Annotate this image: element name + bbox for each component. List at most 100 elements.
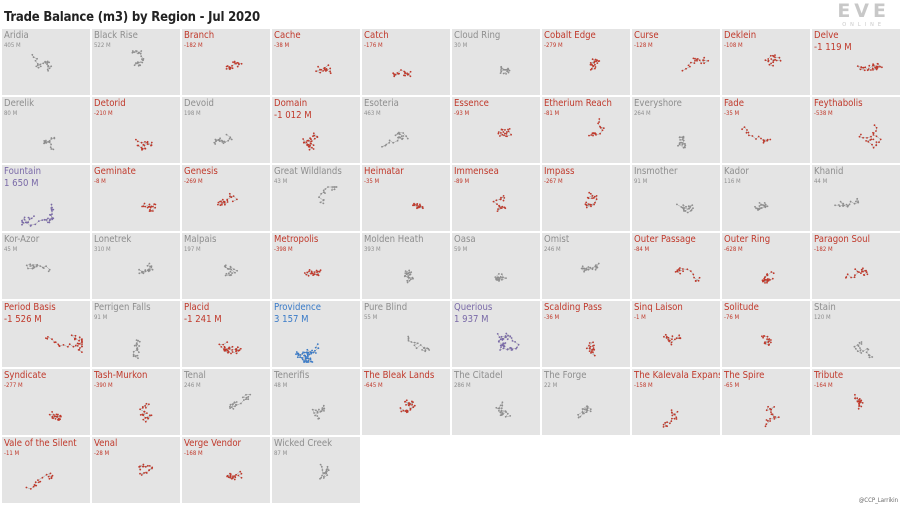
region-tile-tribute: Tribute -164 M	[812, 369, 900, 435]
region-value: -36 M	[544, 314, 560, 321]
region-value: -182 M	[814, 246, 833, 253]
region-tile-molden-heath: Molden Heath 393 M	[362, 233, 450, 299]
region-name: Lonetrek	[94, 234, 132, 245]
region-tile-impass: Impass -267 M	[542, 165, 630, 231]
region-map-glyph	[761, 335, 772, 346]
region-map-glyph	[854, 393, 864, 410]
region-value: -182 M	[184, 42, 203, 49]
region-value: -1 119 M	[814, 42, 852, 53]
region-name: Scalding Pass	[544, 302, 602, 313]
region-value: -164 M	[814, 382, 833, 389]
region-name: Tribute	[814, 370, 844, 381]
region-map-glyph	[663, 333, 682, 346]
region-name: Etherium Reach	[544, 98, 612, 109]
region-tile-omist: Omist 246 M	[542, 233, 630, 299]
region-name: Insmother	[634, 166, 678, 177]
region-tile-delve: Delve -1 119 M	[812, 29, 900, 95]
region-map-glyph	[381, 131, 409, 148]
region-value: -1 M	[634, 314, 646, 321]
region-value: 44 M	[814, 178, 828, 185]
region-tile-kador: Kador 116 M	[722, 165, 810, 231]
region-map-glyph	[295, 343, 320, 363]
credit-text: @CCP_Larrikin	[858, 497, 898, 504]
region-tile-the-citadel: The Citadel 286 M	[452, 369, 540, 435]
region-value: -267 M	[544, 178, 563, 185]
region-tile-detorid: Detorid -210 M	[92, 97, 180, 163]
region-tile-venal: Venal -28 M	[92, 437, 180, 503]
region-tile-essence: Essence -93 M	[452, 97, 540, 163]
region-value: -38 M	[274, 42, 290, 49]
region-map-glyph	[135, 138, 153, 151]
region-name: Genesis	[184, 166, 218, 177]
region-map-glyph	[138, 463, 154, 476]
region-map-glyph	[492, 195, 507, 212]
region-value: 116 M	[724, 178, 741, 185]
region-value: -35 M	[364, 178, 380, 185]
region-name: Paragon Soul	[814, 234, 870, 245]
region-map-glyph	[585, 341, 596, 357]
region-tile-devoid: Devoid 198 M	[182, 97, 270, 163]
region-name: Querious	[454, 302, 493, 313]
region-value: -11 M	[4, 450, 20, 457]
region-value: -645 M	[364, 382, 383, 389]
region-map-glyph	[577, 405, 592, 419]
region-map-glyph	[139, 402, 153, 423]
region-tile-oasa: Oasa 59 M	[452, 233, 540, 299]
region-name: Impass	[544, 166, 575, 177]
region-tile-the-kalevala-expanse: The Kalevala Expanse -158 M	[632, 369, 720, 435]
region-value: -108 M	[724, 42, 743, 49]
region-tile-black-rise: Black Rise 522 M	[92, 29, 180, 95]
region-value: 246 M	[544, 246, 561, 253]
region-map-glyph	[499, 65, 511, 75]
region-name: Verge Vendor	[184, 438, 242, 449]
region-map-glyph	[392, 69, 412, 78]
region-map-glyph	[399, 399, 416, 414]
region-map-glyph	[764, 54, 782, 67]
region-map-glyph	[761, 271, 775, 284]
region-map-glyph	[853, 341, 874, 359]
region-name: Immensea	[454, 166, 499, 177]
region-name: Stain	[814, 302, 836, 313]
region-value: -277 M	[4, 382, 23, 389]
eve-online-logo: EVE ONLINE	[837, 2, 890, 29]
region-name: Omist	[544, 234, 570, 245]
region-value: 393 M	[364, 246, 381, 253]
region-tile-tenal: Tenal 246 M	[182, 369, 270, 435]
region-tile-the-forge: The Forge 22 M	[542, 369, 630, 435]
region-name: Metropolis	[274, 234, 319, 245]
region-value: 1 937 M	[454, 314, 489, 325]
region-value: 87 M	[274, 450, 288, 457]
region-tile-outer-passage: Outer Passage -84 M	[632, 233, 720, 299]
region-map-glyph	[584, 191, 598, 209]
region-name: Deklein	[724, 30, 757, 41]
region-map-glyph	[31, 53, 53, 72]
region-map-glyph	[764, 405, 780, 428]
region-name: Cobalt Edge	[544, 30, 596, 41]
region-value: -176 M	[364, 42, 383, 49]
region-name: Oasa	[454, 234, 476, 245]
region-name: The Kalevala Expanse	[634, 370, 720, 381]
region-map-glyph	[21, 203, 55, 227]
region-value: 264 M	[634, 110, 651, 117]
region-tile-deklein: Deklein -108 M	[722, 29, 810, 95]
region-name: Branch	[184, 30, 215, 41]
region-name: Tash-Murkon	[94, 370, 148, 381]
region-name: Tenal	[184, 370, 206, 381]
region-tile-perrigen-falls: Perrigen Falls 91 M	[92, 301, 180, 367]
region-name: Fountain	[4, 166, 42, 177]
region-name: The Citadel	[454, 370, 503, 381]
region-value: 30 M	[454, 42, 468, 49]
region-value: -35 M	[724, 110, 740, 117]
region-tile-catch: Catch -176 M	[362, 29, 450, 95]
region-value: -1 241 M	[184, 314, 222, 325]
region-value: 522 M	[94, 42, 111, 49]
region-tile-verge-vendor: Verge Vendor -168 M	[182, 437, 270, 503]
region-tile-period-basis: Period Basis -1 526 M	[2, 301, 90, 367]
region-map-glyph	[141, 202, 157, 212]
region-value: 197 M	[184, 246, 201, 253]
region-name: The Bleak Lands	[364, 370, 435, 381]
region-name: Great Wildlands	[274, 166, 342, 177]
region-map-glyph	[407, 335, 431, 353]
region-map-glyph	[677, 135, 687, 149]
region-tile-vale-of-the-silent: Vale of the Silent -11 M	[2, 437, 90, 503]
